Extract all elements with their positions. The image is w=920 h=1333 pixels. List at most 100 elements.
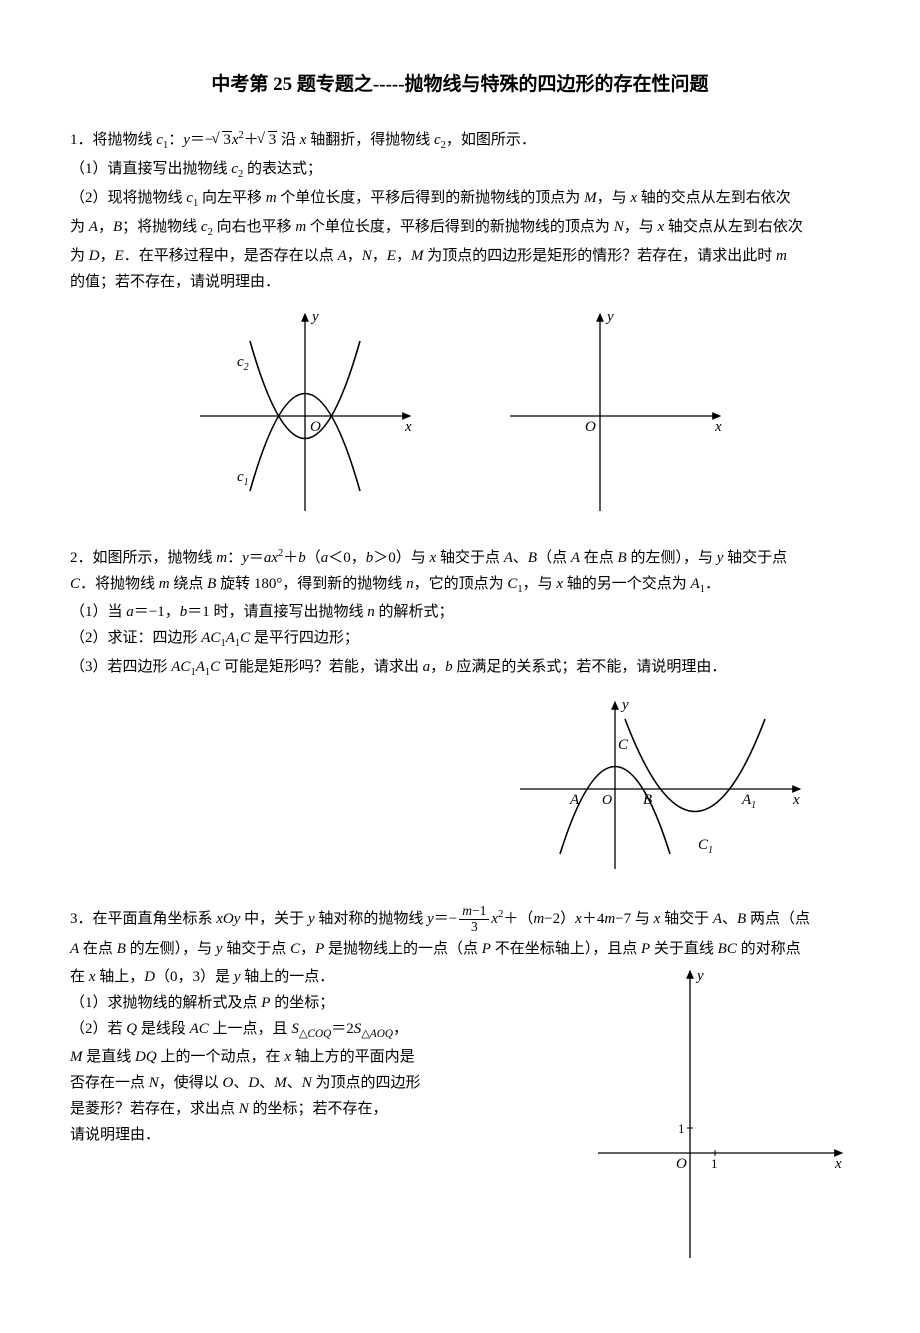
- svg-text:A: A: [569, 792, 580, 808]
- var-y: y: [183, 132, 190, 148]
- svg-text:1: 1: [678, 1121, 685, 1136]
- text: 沿: [277, 132, 300, 148]
- p3-line1: 3．在平面直角坐标系 xOy 中，关于 y 轴对称的抛物线 y＝−m−13x2＋…: [70, 904, 850, 935]
- var-x: x: [232, 132, 239, 148]
- p3-line7: 否存在一点 N，使得以 O、D、M、N 为顶点的四边形: [70, 1071, 570, 1095]
- text: （2）现将抛物线: [70, 190, 186, 206]
- p3-line8: 是菱形？若存在，求出点 N 的坐标；若不存在，: [70, 1097, 570, 1121]
- p3-line2: A 在点 B 的左侧），与 y 轴交于点 C，P 是抛物线上的一点（点 P 不在…: [70, 937, 850, 961]
- text: （1）当: [70, 604, 126, 620]
- text: ＝1 时，请直接写出抛物线: [187, 604, 367, 620]
- text: ，如图所示．: [446, 132, 536, 148]
- text: 2．如图所示，抛物线: [70, 550, 216, 566]
- svg-text:x: x: [834, 1156, 842, 1172]
- c2-label: c2: [237, 354, 249, 373]
- text: ，: [347, 248, 362, 264]
- text: 关于直线: [650, 941, 718, 957]
- problem-3: 3．在平面直角坐标系 xOy 中，关于 y 轴对称的抛物线 y＝−m−13x2＋…: [70, 904, 850, 1263]
- text: 上的一个动点，在: [157, 1049, 285, 1065]
- text: 个单位长度，平移后得到的新抛物线的顶点为: [277, 190, 585, 206]
- text: 两点（点: [746, 911, 810, 927]
- text: 轴交点从左到右依次: [664, 219, 803, 235]
- text: ，它的顶点为: [414, 576, 508, 592]
- text: ；将抛物线: [122, 219, 201, 235]
- text: 是平行四边形；: [250, 630, 359, 646]
- text: ：: [168, 132, 183, 148]
- svg-text:1: 1: [711, 1156, 718, 1171]
- p2-line2: C．将抛物线 m 绕点 B 旋转 180°，得到新的抛物线 n，它的顶点为 C1…: [70, 572, 850, 599]
- text: 在点: [79, 941, 117, 957]
- text: 轴上的一点．: [240, 969, 334, 985]
- text: 的坐标；: [270, 995, 334, 1011]
- var-c2: c: [231, 161, 238, 177]
- text: ．将抛物线: [80, 576, 159, 592]
- text: 个单位长度，平移后得到的新抛物线的顶点为: [306, 219, 614, 235]
- p3-line3: 在 x 轴上，D（0，3）是 y 轴上的一点．: [70, 965, 570, 989]
- text: ＝2: [331, 1021, 354, 1037]
- text: 绕点: [170, 576, 208, 592]
- text: 不在坐标轴上），且点: [491, 941, 641, 957]
- svg-text:C1: C1: [698, 837, 713, 856]
- p1-line2: （1）请直接写出抛物线 c2 的表达式；: [70, 157, 850, 184]
- text: 、: [513, 550, 528, 566]
- text: 轴的另一个交点为: [563, 576, 691, 592]
- svg-text:O: O: [602, 793, 612, 808]
- svg-text:y: y: [620, 697, 629, 713]
- origin-label: O: [585, 419, 596, 435]
- text: ．: [705, 576, 720, 592]
- text: 、: [259, 1075, 274, 1091]
- text: 1．将抛物线: [70, 132, 156, 148]
- text: 中，关于: [240, 911, 308, 927]
- text: ，: [430, 659, 445, 675]
- axis-y-label: y: [605, 309, 614, 325]
- text: 轴交于点: [723, 550, 787, 566]
- text: ＋（: [503, 911, 533, 927]
- text: ，与: [597, 190, 631, 206]
- text: ，与: [523, 576, 557, 592]
- text: 、: [722, 911, 737, 927]
- text: 轴交于点: [223, 941, 291, 957]
- sqrt-3: 3: [259, 128, 278, 152]
- text: 为: [70, 219, 89, 235]
- p3-figure: y x O 1 1: [590, 963, 850, 1263]
- text: 轴翻折，得抛物线: [306, 132, 434, 148]
- text: 的左侧），与: [627, 550, 717, 566]
- text: 应满足的关系式；若不能，请说明理由．: [453, 659, 727, 675]
- p1-line1: 1．将抛物线 c1：y＝−3x2＋3 沿 x 轴翻折，得抛物线 c2，如图所示．: [70, 128, 850, 155]
- text: 向左平移: [198, 190, 266, 206]
- p2-figure: y x O C A B A1 C1: [510, 694, 810, 874]
- p2-line1: 2．如图所示，抛物线 m：y＝ax2＋b（a＜0，b＞0）与 x 轴交于点 A、…: [70, 546, 850, 570]
- text: 为顶点的四边形: [312, 1075, 421, 1091]
- p1-line3: （2）现将抛物线 c1 向左平移 m 个单位长度，平移后得到的新抛物线的顶点为 …: [70, 186, 850, 213]
- svg-text:x: x: [792, 792, 800, 808]
- text: 轴的交点从左到右依次: [637, 190, 791, 206]
- text: ，: [372, 248, 387, 264]
- text: （2）若: [70, 1021, 126, 1037]
- text: ＞0）与: [373, 550, 429, 566]
- text: 是菱形？若存在，求出点: [70, 1101, 239, 1117]
- svg-text:O: O: [676, 1156, 687, 1172]
- c1-label: c1: [237, 469, 249, 488]
- p1-fig-right: y x O: [500, 306, 730, 516]
- text: ＋4: [582, 911, 605, 927]
- text: （3）若四边形: [70, 659, 171, 675]
- svg-text:A1: A1: [741, 792, 756, 811]
- svg-text:B: B: [643, 792, 652, 808]
- p1-figures: y x O c2 c1 y x O: [70, 306, 850, 516]
- text: 轴交于: [660, 911, 713, 927]
- axis-x-label: x: [404, 419, 412, 435]
- text: 在: [70, 969, 89, 985]
- text: 轴对称的抛物线: [315, 911, 428, 927]
- text: 旋转 180°，得到新的抛物线: [216, 576, 406, 592]
- text: 轴交于点: [436, 550, 504, 566]
- p3-text-column: 在 x 轴上，D（0，3）是 y 轴上的一点． （1）求抛物线的解析式及点 P …: [70, 963, 570, 1149]
- var-c1: c: [156, 132, 163, 148]
- text: 的表达式；: [243, 161, 322, 177]
- p3-line4: （1）求抛物线的解析式及点 P 的坐标；: [70, 991, 570, 1015]
- text: ．在平移过程中，是否存在以点: [124, 248, 338, 264]
- svg-text:C: C: [618, 737, 629, 753]
- text: 可能是矩形吗？若能，请求出: [220, 659, 423, 675]
- text: 是线段: [137, 1021, 190, 1037]
- text: ，与: [624, 219, 658, 235]
- axis-y-label: y: [310, 309, 319, 325]
